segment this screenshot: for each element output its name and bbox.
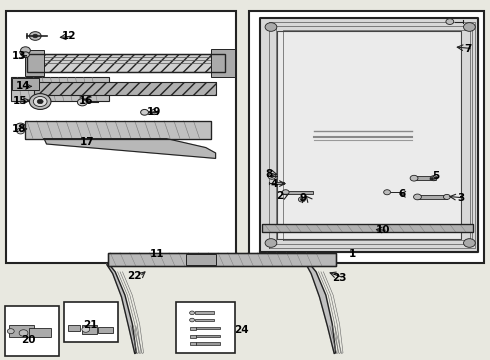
Text: 10: 10: [376, 225, 391, 235]
Bar: [6, 11, 236, 263]
Bar: [108, 253, 336, 266]
Text: 8: 8: [265, 168, 272, 179]
Bar: [249, 11, 484, 263]
Text: 24: 24: [234, 325, 248, 336]
Circle shape: [21, 47, 30, 54]
Bar: [196, 327, 220, 329]
Circle shape: [298, 197, 305, 202]
Bar: [190, 335, 196, 338]
Circle shape: [268, 174, 276, 179]
Circle shape: [270, 175, 273, 177]
Bar: [108, 253, 336, 266]
Text: 20: 20: [21, 335, 36, 345]
Bar: [11, 77, 109, 101]
Circle shape: [33, 96, 47, 107]
Polygon shape: [277, 31, 461, 239]
Bar: [286, 191, 313, 194]
Circle shape: [19, 330, 28, 336]
Bar: [68, 325, 80, 331]
Bar: [190, 342, 196, 345]
Bar: [196, 335, 220, 337]
Circle shape: [16, 123, 25, 130]
Bar: [5, 306, 59, 356]
Bar: [262, 224, 473, 232]
Bar: [414, 176, 434, 180]
Text: 13: 13: [11, 51, 26, 61]
Circle shape: [265, 23, 277, 31]
Text: 16: 16: [78, 96, 93, 106]
Bar: [190, 327, 196, 330]
Circle shape: [141, 109, 148, 115]
Text: 9: 9: [299, 193, 306, 203]
Bar: [27, 54, 225, 72]
Text: 18: 18: [11, 124, 26, 134]
Bar: [12, 78, 39, 90]
Bar: [24, 121, 211, 139]
Circle shape: [446, 19, 454, 24]
Circle shape: [29, 32, 41, 40]
Circle shape: [384, 190, 391, 195]
Circle shape: [265, 239, 277, 247]
Bar: [34, 82, 216, 95]
Circle shape: [22, 52, 29, 58]
Circle shape: [82, 327, 90, 332]
Circle shape: [7, 329, 14, 334]
Text: 23: 23: [332, 273, 346, 283]
Text: 3: 3: [457, 193, 464, 203]
Text: 1: 1: [349, 249, 356, 259]
Text: 21: 21: [83, 320, 98, 330]
Text: 7: 7: [464, 44, 472, 54]
Circle shape: [17, 128, 24, 134]
Circle shape: [77, 99, 87, 106]
Text: 19: 19: [147, 107, 162, 117]
Text: 5: 5: [433, 171, 440, 181]
Bar: [64, 302, 118, 342]
Polygon shape: [260, 18, 478, 252]
Circle shape: [464, 23, 475, 31]
Bar: [195, 319, 214, 321]
Text: 22: 22: [127, 271, 142, 282]
Bar: [195, 311, 214, 314]
Bar: [29, 328, 51, 337]
Text: 12: 12: [61, 31, 76, 41]
Bar: [186, 254, 216, 265]
Polygon shape: [306, 263, 336, 354]
Circle shape: [443, 194, 450, 199]
Polygon shape: [44, 139, 216, 158]
Circle shape: [33, 34, 38, 38]
Bar: [196, 342, 220, 345]
Text: 15: 15: [12, 96, 27, 106]
Text: 2: 2: [276, 191, 283, 201]
Bar: [417, 195, 447, 199]
Circle shape: [410, 175, 418, 181]
Text: 4: 4: [270, 179, 278, 189]
Circle shape: [37, 99, 43, 104]
Bar: [34, 82, 216, 95]
Bar: [9, 325, 34, 337]
Polygon shape: [107, 263, 136, 354]
Circle shape: [190, 318, 195, 322]
Circle shape: [300, 198, 303, 201]
Text: 11: 11: [149, 249, 164, 259]
Text: 17: 17: [80, 137, 95, 147]
Circle shape: [282, 190, 289, 195]
Bar: [98, 327, 113, 333]
Bar: [176, 302, 235, 353]
Bar: [24, 121, 211, 139]
Bar: [211, 49, 235, 77]
Circle shape: [29, 94, 51, 109]
Circle shape: [190, 311, 195, 315]
Text: 6: 6: [398, 189, 405, 199]
Bar: [82, 325, 97, 334]
Bar: [27, 54, 225, 72]
Circle shape: [414, 194, 421, 200]
Circle shape: [464, 239, 475, 247]
Bar: [24, 50, 44, 76]
Bar: [262, 224, 473, 232]
Circle shape: [430, 176, 437, 181]
Bar: [275, 182, 284, 184]
Text: 14: 14: [16, 81, 31, 91]
